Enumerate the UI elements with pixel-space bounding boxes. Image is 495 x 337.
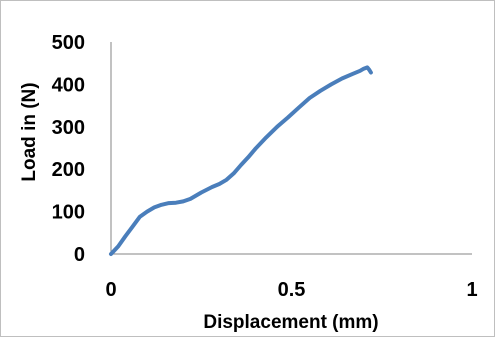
series-line: [109, 65, 373, 256]
x-tick-label: 0.5: [278, 279, 306, 301]
y-tick-label: 0: [74, 244, 85, 266]
x-tick-label: 1: [466, 279, 477, 301]
y-tick-label: 200: [52, 159, 85, 181]
y-tick-label: 100: [52, 202, 85, 224]
tick-labels: 0 100 200 300 400 500 0 0.5 1: [52, 32, 478, 301]
x-tick-label: 0: [105, 279, 116, 301]
y-tick-label: 500: [52, 32, 85, 54]
y-tick-label: 300: [52, 117, 85, 139]
y-tick-label: 400: [52, 74, 85, 96]
x-axis-title: Displacement (mm): [203, 312, 378, 333]
y-axis-title: Load in (N): [19, 82, 40, 181]
plot-area: [109, 42, 472, 256]
